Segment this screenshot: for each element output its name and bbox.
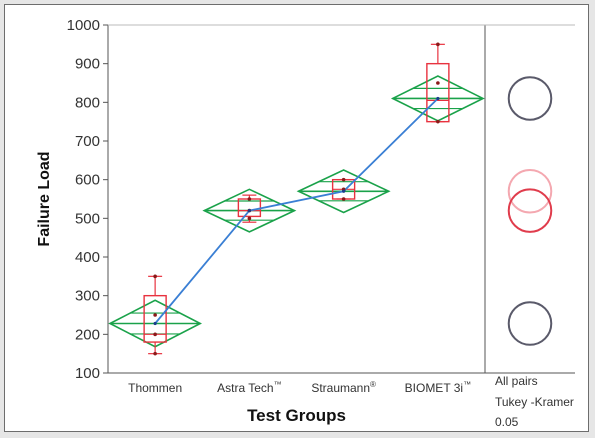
data-point [153, 274, 157, 279]
comparison-label-2: Tukey -Kramer [495, 395, 574, 409]
box [143, 294, 167, 343]
y-tick-label: 800 [75, 94, 100, 111]
comparison-label-1: All pairs [495, 374, 538, 388]
mean-point [153, 321, 157, 326]
x-axis-title: Test Groups [247, 406, 346, 425]
data-point [247, 197, 252, 201]
data-point [153, 351, 157, 356]
x-tick-label: Astra Tech™ [217, 380, 281, 395]
y-tick-label: 200 [75, 326, 100, 343]
y-tick-label: 600 [75, 172, 100, 189]
x-tick-label: Straumann® [311, 380, 376, 395]
means-line [154, 97, 439, 325]
box [426, 62, 450, 123]
comparison-circle [507, 169, 553, 214]
data-point [247, 216, 252, 221]
box-plot-chart: 100 200 300 400 500 600 700 800 900 1000 Failure L… [36, 17, 575, 429]
y-tick-label: 400 [75, 249, 100, 266]
x-tick-label: BIOMET 3i™ [405, 380, 471, 395]
y-axis-title: Failure Load [36, 151, 53, 246]
chart-card: 100 200 300 400 500 600 700 800 900 1000 Failure L… [4, 4, 589, 432]
y-tick-label: 300 [75, 288, 100, 305]
comparison-circle [507, 301, 553, 346]
mean-point [342, 189, 346, 193]
y-tick-label: 500 [75, 210, 100, 227]
data-point [153, 313, 157, 317]
mean-point [436, 96, 440, 101]
y-tick-label: 100 [75, 365, 100, 382]
y-tick-label: 900 [75, 56, 100, 73]
data-point [436, 42, 440, 47]
comparison-label-3: 0.05 [495, 415, 519, 429]
comparison-circle [507, 76, 553, 121]
y-tick-label: 700 [75, 133, 100, 150]
data-point [436, 81, 440, 85]
comparison-circle [507, 188, 553, 233]
y-tick-label: 1000 [67, 17, 100, 34]
data-point [153, 332, 157, 337]
mean-point [247, 209, 251, 213]
x-tick-label: Thommen [128, 381, 182, 395]
data-point [436, 119, 440, 124]
data-point [341, 197, 346, 201]
data-point [341, 177, 346, 182]
